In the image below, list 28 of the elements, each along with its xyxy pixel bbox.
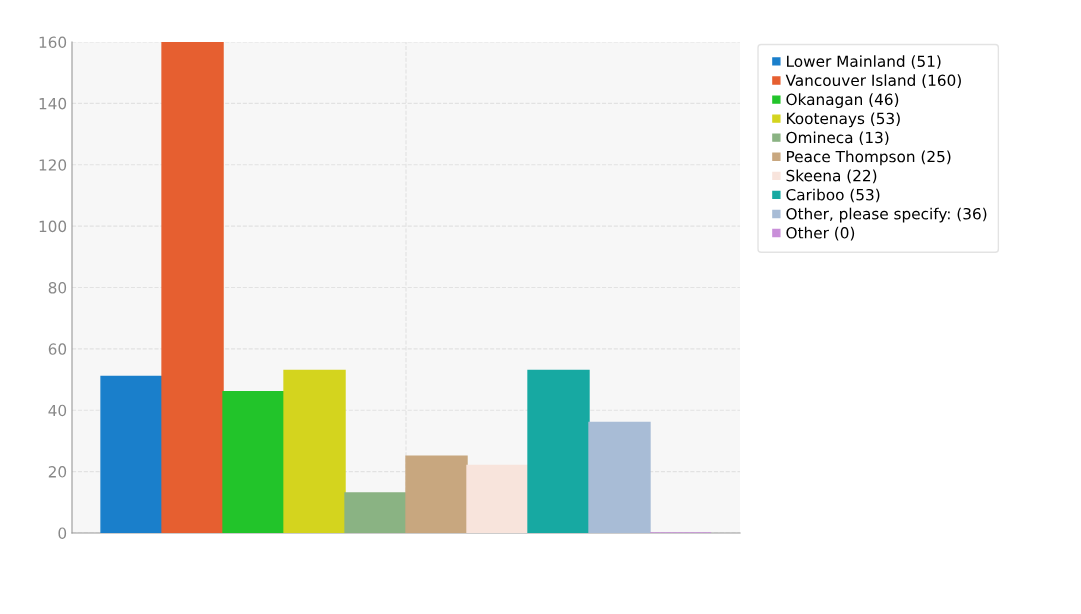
legend-label: Peace Thompson (25) xyxy=(787,150,951,166)
legend-label: Other, please specify: (36) xyxy=(786,207,987,223)
bar xyxy=(222,391,285,533)
y-tick-label: 60 xyxy=(48,343,67,355)
y-tick-label: 100 xyxy=(39,220,67,233)
legend-label: Omineca (13) xyxy=(786,131,889,146)
legend-label: Vancouver Island (160) xyxy=(785,74,961,88)
y-tick-label: 140 xyxy=(39,97,67,110)
y-tick-label: 20 xyxy=(48,466,67,478)
legend-label: Okanagan (46) xyxy=(786,93,899,109)
legend-label: Kootenays (53) xyxy=(787,112,900,128)
bar xyxy=(527,369,590,533)
y-tick-label: 0 xyxy=(58,527,67,539)
bar xyxy=(100,375,163,533)
bar xyxy=(161,42,224,533)
y-tick-label: 80 xyxy=(48,281,67,294)
legend-label: Cariboo (53) xyxy=(786,188,880,203)
bar xyxy=(466,464,529,533)
bar xyxy=(344,492,407,533)
y-tick-label: 40 xyxy=(48,404,67,417)
legend-label: Other (0) xyxy=(786,226,855,241)
y-tick-label: 120 xyxy=(39,159,67,171)
legend-label: Skeena (22) xyxy=(786,169,877,184)
bar xyxy=(588,421,651,533)
bar xyxy=(405,455,468,533)
bar xyxy=(283,369,346,533)
legend-label: Lower Mainland (51) xyxy=(787,55,941,69)
y-tick-label: 160 xyxy=(39,36,67,49)
